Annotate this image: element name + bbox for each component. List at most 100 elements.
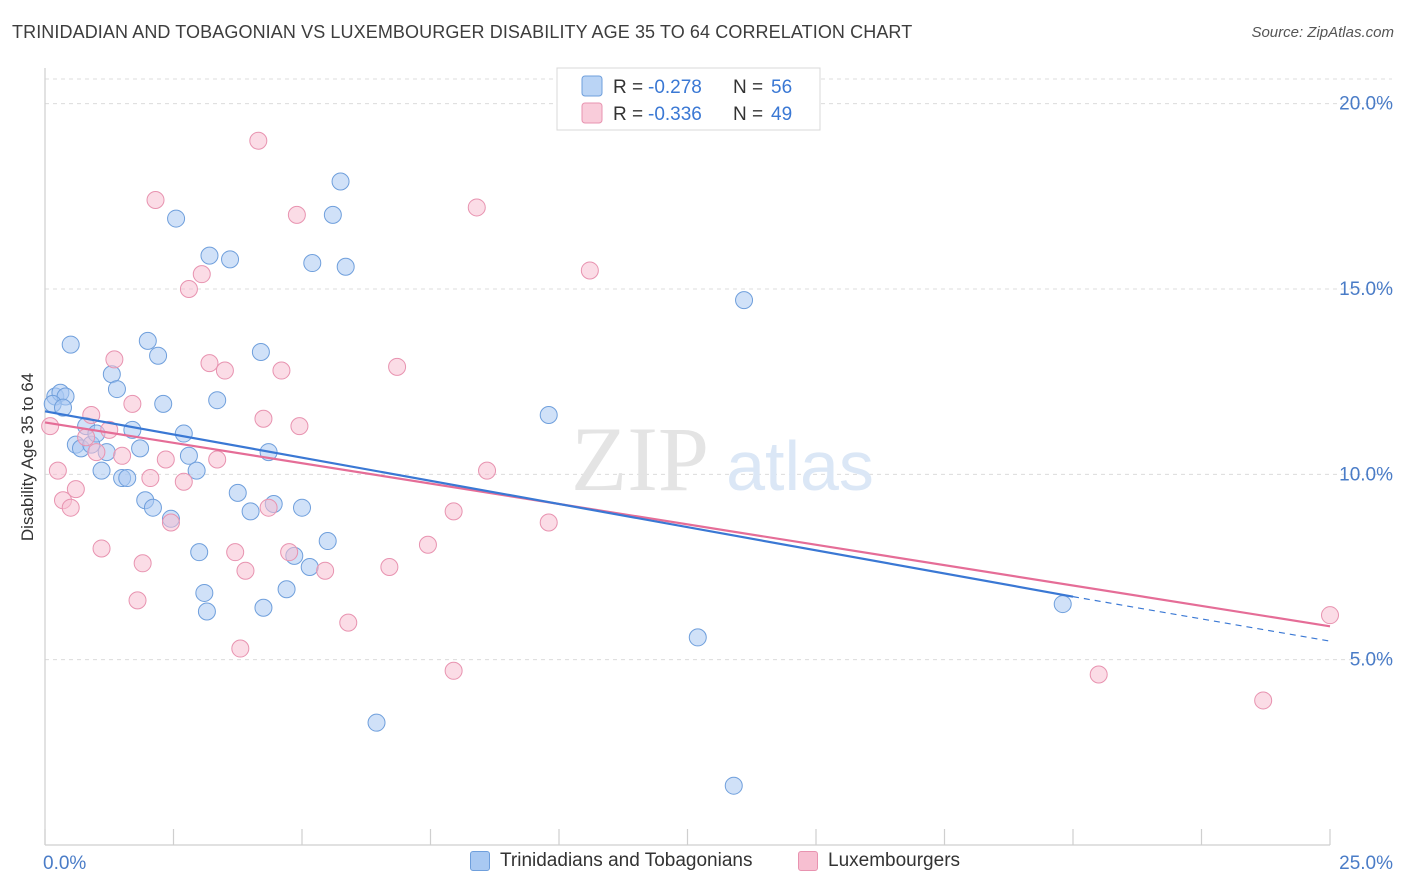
point-trinidadian (179, 446, 198, 465)
point-luxembourger (388, 357, 407, 376)
point-luxembourger (259, 498, 278, 517)
point-trinidadian (303, 254, 322, 273)
point-luxembourger (66, 480, 85, 499)
point-trinidadian (131, 439, 150, 458)
point-luxembourger (280, 543, 299, 562)
point-luxembourger (316, 561, 335, 580)
point-luxembourger (272, 361, 291, 380)
point-trinidadian (251, 343, 270, 362)
point-luxembourger (208, 450, 227, 469)
point-trinidadian (1053, 595, 1072, 614)
legend-r-label: R = (613, 104, 643, 125)
point-trinidadian (167, 209, 186, 228)
point-trinidadian (724, 776, 743, 795)
point-luxembourger (215, 361, 234, 380)
point-luxembourger (1089, 665, 1108, 684)
bottom-legend-item-trinidadians: Trinidadians and Tobagonians (470, 850, 752, 872)
point-trinidadian (735, 291, 754, 310)
point-trinidadian (323, 205, 342, 224)
point-luxembourger (141, 469, 160, 488)
legend-n-label: N = (733, 77, 763, 98)
point-luxembourger (161, 513, 180, 532)
point-trinidadian (174, 424, 193, 443)
point-luxembourger (478, 461, 497, 480)
point-luxembourger (61, 498, 80, 517)
y-axis-label: Disability Age 35 to 64 (18, 372, 37, 542)
point-luxembourger (113, 446, 132, 465)
point-luxembourger (380, 557, 399, 576)
legend-r-value: -0.278 (648, 77, 702, 98)
point-luxembourger (1254, 691, 1273, 710)
point-trinidadian (688, 628, 707, 647)
point-luxembourger (146, 191, 165, 210)
point-luxembourger (290, 417, 309, 436)
point-luxembourger (105, 350, 124, 369)
point-luxembourger (339, 613, 358, 632)
x-tick-label: 0.0% (43, 853, 86, 874)
point-trinidadian (154, 394, 173, 413)
trend-lines (44, 410, 1331, 642)
x-tick-label: 25.0% (1339, 853, 1393, 874)
point-trinidadian (277, 580, 296, 599)
point-trinidadian (300, 557, 319, 576)
point-luxembourger (128, 591, 147, 610)
point-luxembourger (133, 554, 152, 573)
trend-line-trinidadians (44, 410, 1074, 598)
point-trinidadian (293, 498, 311, 517)
point-trinidadian (228, 483, 247, 502)
legend-swatch-pink (581, 102, 603, 124)
legend-n-value: 49 (771, 104, 792, 125)
bottom-legend-item-luxembourgers: Luxembourgers (798, 850, 960, 872)
point-luxembourger (48, 461, 67, 480)
watermark-zip: ZIP (571, 408, 709, 510)
y-tick-label: 5.0% (1350, 650, 1393, 671)
bottom-legend-swatch-blue (470, 851, 490, 871)
point-trinidadian (190, 543, 209, 562)
trend-line-luxembourgers (44, 421, 1331, 628)
bottom-legend-swatch-pink (798, 851, 818, 871)
legend-r-value: -0.336 (648, 104, 702, 125)
point-luxembourger (1321, 606, 1339, 625)
point-trinidadian (197, 602, 216, 621)
tick-labels: 5.0% 10.0% 15.0% 20.0% 0.0% 25.0% (43, 94, 1393, 874)
y-tick-label: 20.0% (1339, 94, 1393, 115)
point-luxembourger (92, 539, 111, 558)
legend-n-label: N = (733, 104, 763, 125)
point-luxembourger (123, 394, 142, 413)
point-trinidadian (138, 331, 157, 350)
point-trinidadian (187, 461, 206, 480)
y-tick-label: 15.0% (1339, 279, 1393, 300)
point-luxembourger (87, 443, 106, 462)
point-trinidadian (195, 583, 214, 602)
point-luxembourger (236, 561, 255, 580)
source-note: Source: ZipAtlas.com (1251, 24, 1394, 41)
watermark-atlas: atlas (726, 427, 874, 505)
point-trinidadian (336, 257, 355, 276)
point-luxembourger (77, 428, 96, 447)
point-luxembourger (287, 205, 306, 224)
point-trinidadian (107, 380, 126, 399)
y-tick-label: 10.0% (1339, 464, 1393, 485)
legend: R = -0.278 N = 56 R = -0.336 N = 49 (556, 67, 821, 131)
bottom-legend: Trinidadians and Tobagonians Luxembourge… (0, 850, 1406, 878)
point-trinidadian (221, 250, 240, 269)
point-trinidadian (61, 335, 80, 354)
legend-swatch-blue (581, 75, 603, 97)
point-luxembourger (418, 535, 437, 554)
bottom-legend-label: Trinidadians and Tobagonians (500, 850, 753, 871)
point-luxembourger (41, 417, 60, 436)
chart-title: TRINIDADIAN AND TOBAGONIAN VS LUXEMBOURG… (12, 22, 913, 42)
point-luxembourger (156, 450, 175, 469)
point-luxembourger (539, 513, 558, 532)
point-trinidadian (92, 461, 111, 480)
point-trinidadian (149, 346, 168, 365)
point-luxembourger (444, 502, 463, 521)
point-trinidadian (367, 713, 386, 732)
point-luxembourger (444, 661, 463, 680)
legend-n-value: 56 (771, 77, 792, 98)
point-luxembourger (580, 261, 599, 280)
point-luxembourger (192, 265, 211, 284)
point-luxembourger (179, 279, 198, 298)
point-luxembourger (200, 354, 219, 373)
